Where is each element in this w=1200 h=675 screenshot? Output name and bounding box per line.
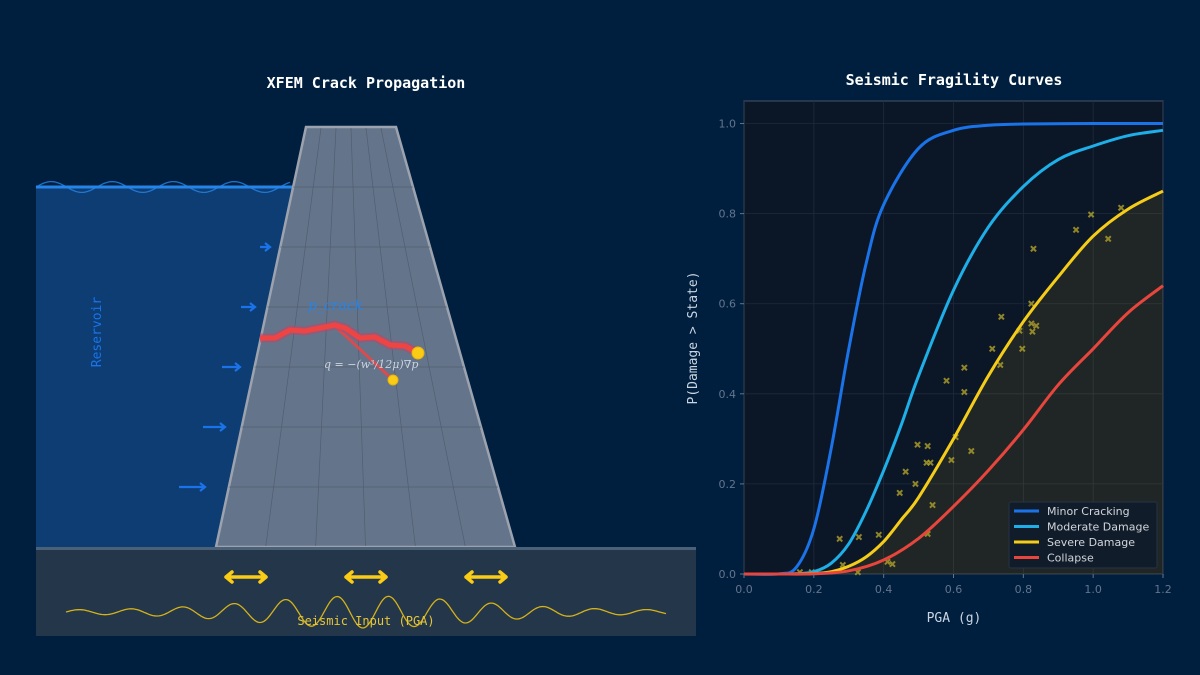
crack-tip-branch: [387, 374, 399, 386]
flow-equation: q = −(w³/12μ)∇p: [324, 358, 418, 371]
observation-point: [914, 441, 921, 449]
observations: [796, 204, 1125, 576]
observation-point: [996, 361, 1004, 369]
mesh-line: [365, 127, 416, 547]
observation-point: [924, 442, 931, 450]
observation-point: [1032, 322, 1040, 330]
double-arrow-icon: [344, 570, 388, 584]
mesh-line: [315, 127, 337, 547]
mesh-line: [265, 127, 322, 547]
x-tick-label: 1.2: [1154, 583, 1172, 596]
hydrostatic-pressure-arrows: [179, 242, 272, 492]
chart-title: Seismic Fragility Curves: [846, 71, 1063, 89]
mesh-line: [380, 127, 466, 547]
y-tick-label: 0.4: [719, 388, 737, 401]
crack-branch: [333, 324, 395, 382]
seismic-label: Seismic Input (PGA): [297, 614, 434, 628]
foundation-block: [36, 547, 696, 636]
y-tick-label: 0.2: [719, 478, 737, 491]
observation-point: [889, 560, 896, 568]
crack-pressure-label: p_crack: [308, 298, 363, 314]
double-arrow-icon: [464, 570, 508, 584]
double-arrow-icon: [224, 570, 268, 584]
legend-label: Severe Damage: [1047, 536, 1135, 549]
x-tick-label: 0.6: [945, 583, 963, 596]
pressure-arrow-icon: [260, 242, 272, 252]
y-tick-label: 0.0: [719, 568, 737, 581]
observation-point: [1030, 245, 1037, 253]
x-tick-label: 0.4: [875, 583, 893, 596]
x-axis-label: PGA (g): [927, 611, 982, 626]
observation-point: [927, 459, 934, 467]
crack-tip-main: [411, 346, 425, 360]
observation-point: [1087, 211, 1095, 218]
fill-severe-damage: [744, 191, 1163, 575]
x-tick-label: 0.2: [805, 583, 823, 596]
xfem-diagram: XFEM Crack Propagation Reservoir p_crack…: [35, 74, 696, 636]
seismic-waveform: [65, 595, 667, 629]
observation-point: [902, 468, 909, 476]
reservoir: Reservoir: [35, 180, 293, 547]
crack-path: [260, 322, 420, 356]
fill-layer: [744, 191, 1163, 575]
diagram-title: XFEM Crack Propagation: [267, 74, 466, 92]
legend: Minor Cracking Moderate Damage Severe Dama…: [1008, 501, 1158, 569]
foundation: Seismic Input (PGA): [36, 547, 696, 636]
legend-label: Collapse: [1047, 552, 1094, 565]
xfem-mesh: [228, 127, 498, 547]
fragility-chart: Seismic Fragility Curves 0.0 0.2 0.4 0.6 0.8…: [686, 71, 1172, 626]
y-tick-label: 1.0: [719, 118, 737, 131]
y-axis-label: P(Damage > State): [686, 271, 701, 404]
curve-collapse: [744, 284, 1164, 576]
water-wave: [35, 180, 291, 194]
pressure-arrow-icon: [241, 302, 257, 312]
legend-box: [1008, 501, 1158, 569]
pressure-arrow-icon: [222, 362, 242, 372]
curves: [743, 121, 1164, 576]
pressure-arrow-icon: [179, 482, 207, 492]
observation-point: [948, 456, 955, 464]
observation-point: [1018, 345, 1026, 353]
ground-shaking-arrows: [224, 570, 508, 584]
curve-minor-cracking: [743, 121, 1164, 576]
crack: p_crack q = −(w³/12μ)∇p: [260, 298, 425, 386]
observation-point: [998, 313, 1005, 321]
observation-point: [943, 377, 950, 385]
x-tick-label: 0.8: [1015, 583, 1033, 596]
observation-point: [1104, 235, 1112, 243]
observation-point: [929, 501, 936, 509]
reservoir-label: Reservoir: [90, 297, 105, 368]
x-tick-label: 0.0: [735, 583, 753, 596]
observation-point: [1117, 204, 1125, 212]
observation-point: [896, 489, 904, 497]
observation-point: [912, 480, 919, 488]
pressure-arrow-icon: [203, 422, 227, 432]
legend-label: Minor Cracking: [1047, 505, 1130, 518]
observation-point: [961, 364, 968, 371]
y-tick-label: 0.8: [719, 208, 737, 221]
y-tick-label: 0.6: [719, 298, 737, 311]
observation-point: [855, 533, 863, 541]
observation-point: [1029, 328, 1036, 335]
observation-point: [1072, 226, 1080, 234]
observation-point: [1028, 320, 1035, 327]
observation-point: [836, 535, 843, 543]
x-tick-label: 1.0: [1084, 583, 1102, 596]
observation-point: [961, 388, 968, 396]
legend-label: Moderate Damage: [1047, 521, 1149, 534]
observation-point: [1028, 300, 1035, 308]
observation-point: [968, 447, 975, 455]
axis-ticks: 0.0 0.2 0.4 0.6 0.8 1.0 1.2 0.0 0.2 0.4 0.6 0.8 1.0: [719, 118, 1172, 596]
observation-point: [875, 531, 883, 539]
foundation-edge: [36, 547, 696, 550]
observation-point: [988, 345, 996, 353]
